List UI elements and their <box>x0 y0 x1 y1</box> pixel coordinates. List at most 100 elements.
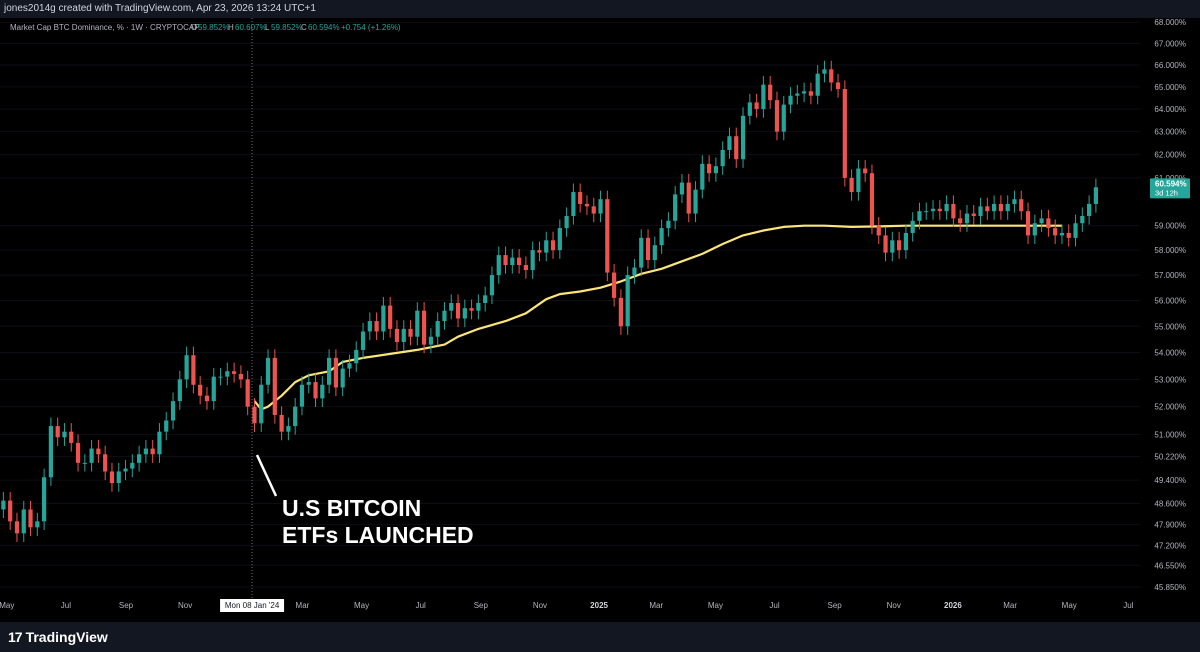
candle-body <box>306 382 311 385</box>
footer-bar: 17 TradingView <box>0 622 1200 652</box>
candle-body <box>761 84 766 110</box>
candle-body <box>802 91 807 94</box>
candle-body <box>218 376 223 378</box>
candle-body <box>523 265 528 271</box>
y-tick-label: 66.000% <box>1154 61 1186 70</box>
y-tick-label: 59.000% <box>1154 222 1186 231</box>
candle-body <box>598 199 603 214</box>
y-tick-label: 56.000% <box>1154 296 1186 305</box>
candle-body <box>55 426 60 438</box>
candle-body <box>917 211 922 221</box>
candle-body <box>1 500 6 510</box>
candle-body <box>544 240 549 253</box>
legend-low-value: 59.852% <box>271 23 303 32</box>
candle-body <box>605 199 610 273</box>
candle-body <box>184 355 189 380</box>
tradingview-logo-icon: 17 <box>8 629 23 645</box>
candle-body <box>1012 199 1017 204</box>
x-tick-label: 2025 <box>590 601 608 610</box>
candle-body <box>659 228 664 246</box>
candle-body <box>232 371 237 374</box>
candle-body <box>863 168 868 174</box>
candle-body <box>578 192 583 204</box>
x-tick-label: Mar <box>296 601 310 610</box>
candle-body <box>700 163 705 190</box>
candle-body <box>14 521 20 534</box>
candle-body <box>625 275 630 327</box>
grid-layer <box>0 18 1140 598</box>
legend-high-value: 60.607% <box>235 23 267 32</box>
x-tick-label: Sep <box>119 601 134 610</box>
x-tick-label: Nov <box>887 601 901 610</box>
candle-body <box>279 414 284 432</box>
candle-body <box>75 442 81 463</box>
annotation-line-1: U.S BITCOIN <box>282 495 421 521</box>
moving-average-layer <box>253 224 1062 411</box>
y-tick-label: 51.000% <box>1154 430 1186 439</box>
y-tick-label: 45.850% <box>1154 583 1186 592</box>
candle-body <box>890 240 895 253</box>
candle-body <box>225 371 230 377</box>
candle-body <box>109 471 115 484</box>
candle-body <box>774 100 780 132</box>
candle-body <box>1073 223 1078 238</box>
candle-body <box>808 91 813 96</box>
candle-body <box>401 328 406 342</box>
candle-body <box>408 328 413 337</box>
candle-body <box>354 349 359 364</box>
candle-body <box>130 462 135 469</box>
candle-body <box>503 255 508 266</box>
candle-body <box>69 431 74 443</box>
candle-body <box>740 115 746 160</box>
candle-body <box>944 203 949 212</box>
candle-body <box>1066 232 1071 238</box>
y-tick-label: 58.000% <box>1154 246 1186 255</box>
candle-body <box>842 89 847 178</box>
current-price-countdown: 3d 12h <box>1155 188 1178 197</box>
y-tick-label: 48.600% <box>1154 500 1186 509</box>
legend-title: Market Cap BTC Dominance, % · 1W · CRYPT… <box>10 23 200 32</box>
candle-body <box>8 500 13 522</box>
current-price-tag <box>1150 178 1190 199</box>
annotation-line-2: ETFs LAUNCHED <box>282 522 474 548</box>
candle-body <box>28 509 33 528</box>
candle-body <box>1093 187 1098 204</box>
y-tick-label: 63.000% <box>1154 128 1186 137</box>
price-axis[interactable]: 68.000% 67.000% 66.000% 65.000% 64.000% 63.00… <box>1150 18 1190 592</box>
candle-body <box>530 250 535 271</box>
legend-low-label: L <box>265 23 270 32</box>
candle-body <box>1032 223 1037 236</box>
candle-body <box>985 206 990 212</box>
time-axis[interactable]: May Jul Sep Nov Mar May Jul Sep Nov 2025 Mar May Jul… <box>0 599 1134 612</box>
candle-body <box>930 208 936 212</box>
candle-body <box>191 355 196 385</box>
candle-body <box>727 136 732 150</box>
x-tick-label: 2026 <box>944 601 962 610</box>
chart-area[interactable]: Market Cap BTC Dominance, % · 1W · CRYPT… <box>0 18 1200 622</box>
y-tick-label: 46.550% <box>1154 561 1186 570</box>
candle-body <box>869 173 875 226</box>
y-tick-label: 53.000% <box>1154 375 1186 384</box>
x-tick-label: May <box>1062 601 1077 610</box>
candle-body <box>422 310 427 345</box>
candles-layer <box>1 60 1098 542</box>
candle-body <box>496 255 501 276</box>
candle-body <box>123 468 128 472</box>
candle-body <box>897 240 902 251</box>
x-tick-label: Sep <box>828 601 843 610</box>
tradingview-logo[interactable]: 17 TradingView <box>8 629 108 645</box>
x-tick-label: Sep <box>474 601 489 610</box>
candle-body <box>177 379 182 402</box>
candle-body <box>815 73 820 96</box>
candle-body <box>96 448 101 455</box>
candle-body <box>707 163 712 174</box>
candle-body <box>958 218 963 224</box>
candle-body <box>612 272 617 298</box>
candle-body <box>340 368 345 388</box>
candle-body <box>951 203 956 219</box>
price-chart[interactable]: Market Cap BTC Dominance, % · 1W · CRYPT… <box>0 18 1200 622</box>
x-tick-label: Nov <box>533 601 547 610</box>
current-price-value: 60.594% <box>1155 179 1187 188</box>
candle-body <box>856 168 861 193</box>
candle-body <box>116 471 121 484</box>
